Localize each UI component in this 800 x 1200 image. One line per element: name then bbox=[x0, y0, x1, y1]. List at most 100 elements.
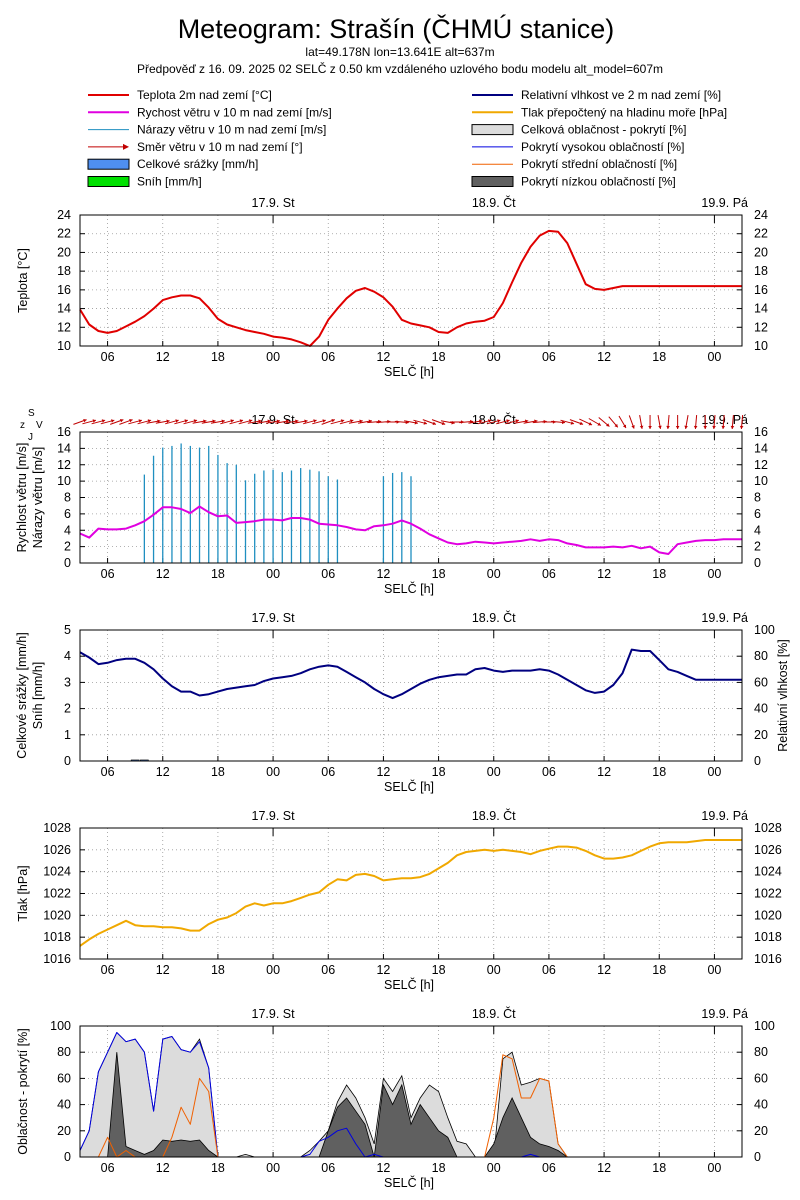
x-tick-label: 18 bbox=[211, 963, 225, 977]
x-tick-label: 18 bbox=[652, 1161, 666, 1175]
arrow-head bbox=[622, 424, 627, 429]
y-tick-label-right: 10 bbox=[754, 339, 768, 353]
arrow-head bbox=[295, 419, 299, 424]
legend-label: Celkové srážky [mm/h] bbox=[137, 157, 258, 171]
plot-frame bbox=[79, 827, 743, 960]
y-tick-label: 14 bbox=[57, 441, 71, 455]
arrow-head bbox=[212, 419, 216, 424]
day-label: 19.9. Pá bbox=[701, 1007, 748, 1021]
legend-swatch bbox=[471, 176, 514, 187]
wind-direction-arrow bbox=[496, 419, 510, 425]
y-tick-label: 3 bbox=[64, 675, 71, 689]
wind-direction-arrow bbox=[404, 420, 418, 425]
x-axis-label: SELČ [h] bbox=[384, 977, 434, 992]
legend-label: Teplota 2m nad zemí [°C] bbox=[137, 88, 272, 102]
wind-direction-arrow bbox=[119, 418, 133, 425]
y-tick-label-right: 4 bbox=[754, 523, 761, 537]
y-tick-label-right: 0 bbox=[754, 1150, 761, 1164]
y-tick-label: 16 bbox=[57, 283, 71, 297]
wind-direction-arrow bbox=[348, 419, 363, 424]
wind-direction-arrow bbox=[598, 417, 610, 427]
day-label: 17.9. St bbox=[252, 413, 296, 427]
day-label: 19.9. Pá bbox=[701, 809, 748, 823]
x-tick-label: 18 bbox=[211, 1161, 225, 1175]
y-tick-label-right: 40 bbox=[754, 1098, 768, 1112]
x-tick-label: 18 bbox=[432, 350, 446, 364]
arrow-head bbox=[285, 419, 290, 424]
y-axis-label: Teplota [°C] bbox=[16, 248, 30, 313]
x-tick-label: 06 bbox=[101, 1161, 115, 1175]
legend-label: Tlak přepočtený na hladinu moře [hPa] bbox=[521, 105, 727, 119]
arrow-head bbox=[441, 421, 446, 426]
y-tick-label: 0 bbox=[64, 754, 71, 768]
wind-direction-arrow bbox=[588, 418, 602, 426]
y-tick-label: 18 bbox=[57, 264, 71, 278]
wind-direction-arrow bbox=[165, 419, 179, 425]
wind-direction-arrow bbox=[648, 415, 652, 429]
arrow-head bbox=[631, 425, 635, 429]
y-tick-label-right: 1018 bbox=[754, 930, 782, 944]
legend: Teplota 2m nad zemí [°C] Rychost větru v … bbox=[87, 88, 727, 189]
y-tick-label-right: 0 bbox=[754, 556, 761, 570]
x-tick-label: 18 bbox=[432, 567, 446, 581]
y-tick-label: 2 bbox=[64, 540, 71, 554]
wind-direction-arrow bbox=[266, 419, 281, 424]
x-tick-label: 12 bbox=[376, 963, 390, 977]
forecast-info: Předpověď z 16. 09. 2025 02 SELČ z 0.50 … bbox=[137, 61, 663, 76]
arrow-head bbox=[129, 418, 133, 423]
legend-label: Relativní vlhkost ve 2 m nad zemí [%] bbox=[521, 88, 721, 102]
arrow-head bbox=[506, 419, 510, 423]
y-axis-label: Tlak [hPa] bbox=[16, 865, 30, 921]
wind-direction-arrow bbox=[284, 419, 299, 424]
arrow-head bbox=[524, 419, 529, 424]
wind-direction-arrow bbox=[312, 419, 326, 425]
y-tick-label: 4 bbox=[64, 649, 71, 663]
x-tick-label: 00 bbox=[707, 765, 721, 779]
arrow-head bbox=[175, 419, 179, 423]
wind-direction-arrow bbox=[73, 418, 87, 425]
x-tick-label: 18 bbox=[432, 765, 446, 779]
y-tick-label-right: 20 bbox=[754, 728, 768, 742]
wind-direction-arrow bbox=[128, 419, 143, 425]
arrow-head bbox=[239, 419, 244, 423]
y-tick-label: 1016 bbox=[43, 952, 71, 966]
humidity-line bbox=[79, 648, 742, 700]
x-tick-label: 00 bbox=[487, 567, 501, 581]
y-tick-label: 1024 bbox=[43, 865, 71, 879]
wind-direction-arrow bbox=[639, 415, 644, 429]
plot-frame bbox=[79, 1025, 743, 1158]
x-tick-label: 06 bbox=[542, 350, 556, 364]
wind-direction-arrow bbox=[192, 419, 207, 424]
x-tick-label: 18 bbox=[652, 567, 666, 581]
x-tick-label: 00 bbox=[707, 1161, 721, 1175]
x-tick-label: 00 bbox=[707, 963, 721, 977]
arrow-head bbox=[331, 418, 335, 423]
arrow-head bbox=[92, 419, 96, 423]
y-tick-label: 5 bbox=[64, 623, 71, 637]
wind-direction-arrow bbox=[657, 415, 662, 429]
arrow-head bbox=[614, 423, 618, 428]
y-tick-label-right: 8 bbox=[754, 491, 761, 505]
wind-direction-arrow bbox=[210, 419, 225, 424]
x-tick-label: 00 bbox=[266, 350, 280, 364]
x-tick-label: 00 bbox=[266, 1161, 280, 1175]
y-tick-label: 40 bbox=[57, 1098, 71, 1112]
arrow-head bbox=[579, 421, 584, 426]
arrow-head bbox=[639, 425, 644, 429]
legend-label: Pokrytí nízkou oblačností [%] bbox=[521, 175, 676, 189]
x-tick-label: 06 bbox=[101, 765, 115, 779]
y-tick-label-right: 40 bbox=[754, 702, 768, 716]
wind-direction-arrow bbox=[174, 419, 189, 425]
y-tick-label-right: 16 bbox=[754, 425, 768, 439]
direction-axis-label: J bbox=[28, 432, 33, 443]
wind-direction-arrow bbox=[275, 419, 290, 424]
wind-direction-arrow bbox=[201, 419, 216, 424]
y-tick-label: 1028 bbox=[43, 821, 71, 835]
arrow-head bbox=[147, 419, 152, 423]
y-tick-label-right: 14 bbox=[754, 302, 768, 316]
y-tick-label-right: 6 bbox=[754, 507, 761, 521]
x-axis-label: SELČ [h] bbox=[384, 581, 434, 596]
